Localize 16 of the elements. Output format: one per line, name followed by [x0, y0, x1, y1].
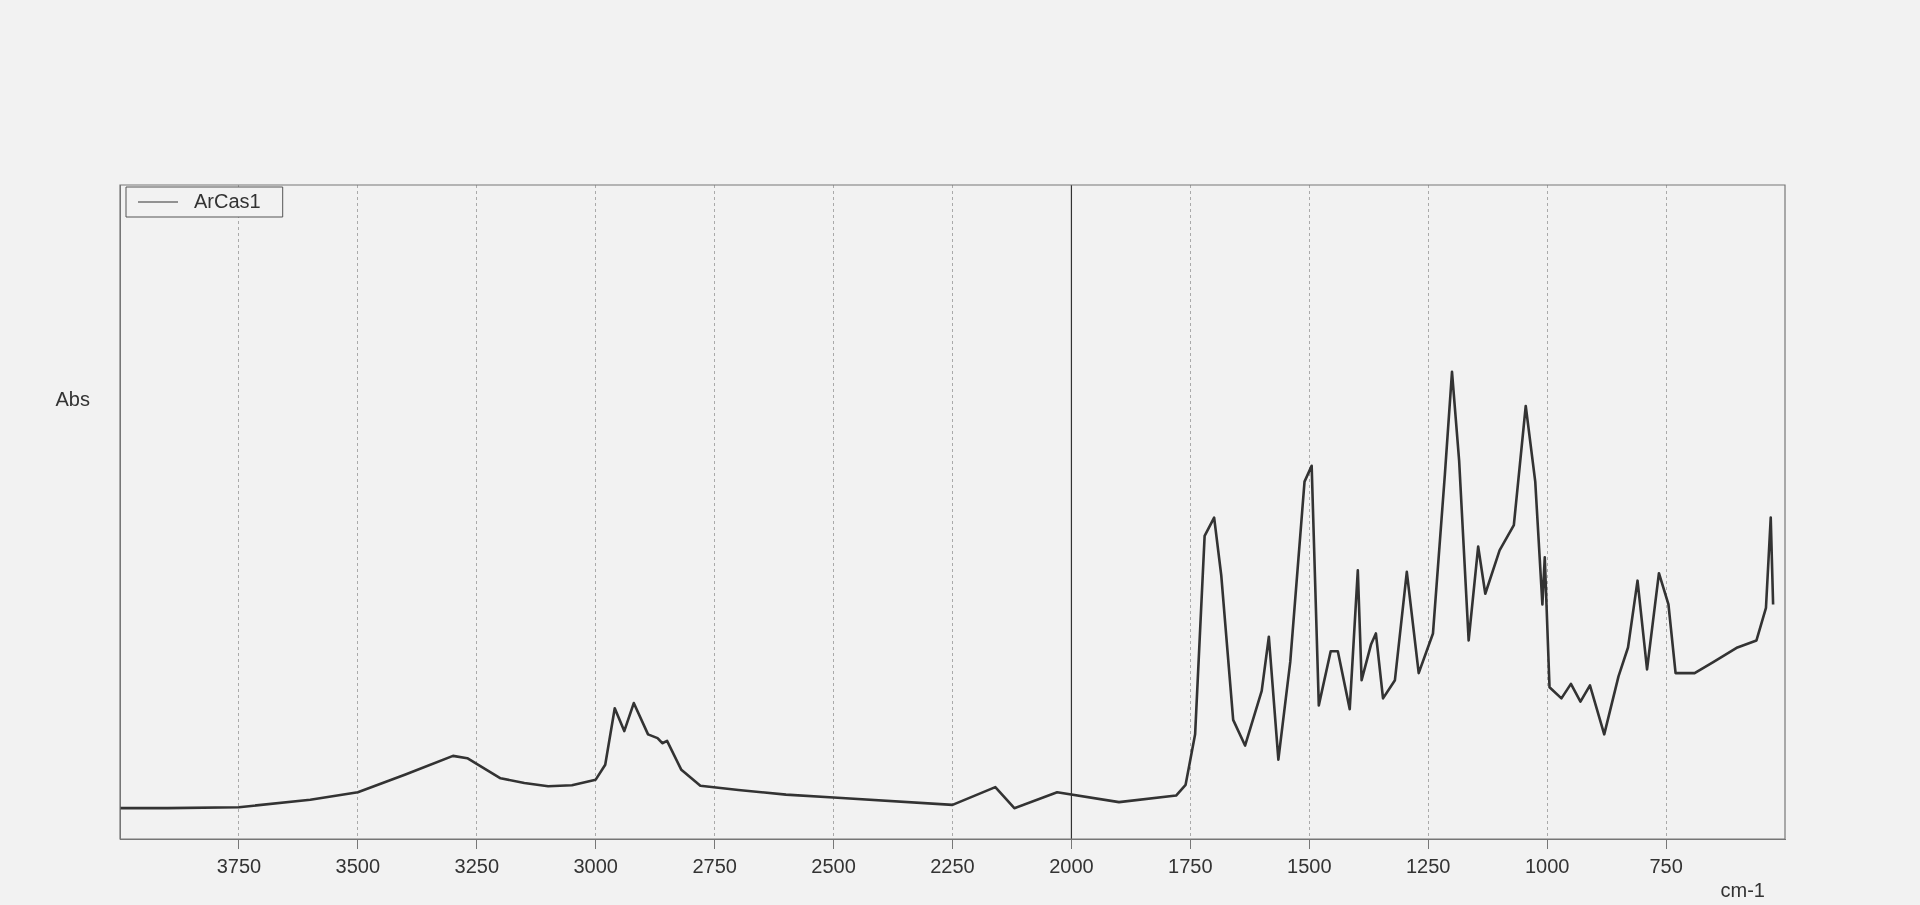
x-tick-label: 1500: [1287, 854, 1332, 877]
x-axis-title: cm-1: [1720, 878, 1765, 901]
x-tick-label: 1750: [1168, 854, 1213, 877]
y-axis-title: Abs: [55, 387, 90, 410]
x-tick-label: 2000: [1049, 854, 1094, 877]
x-tick-label: 2250: [930, 854, 975, 877]
x-tick-label: 3500: [335, 854, 381, 877]
x-tick-label: 2500: [811, 854, 856, 877]
x-tick-label: 750: [1649, 854, 1683, 877]
x-tick-label: 2750: [692, 854, 737, 877]
x-tick-label: 3250: [454, 854, 500, 877]
x-tick-label: 1250: [1405, 854, 1451, 877]
x-tick-label: 3000: [573, 854, 618, 877]
x-tick-label: 1000: [1524, 854, 1570, 877]
x-tick-label: 3750: [216, 854, 262, 877]
legend-label: ArCas1: [194, 189, 261, 212]
